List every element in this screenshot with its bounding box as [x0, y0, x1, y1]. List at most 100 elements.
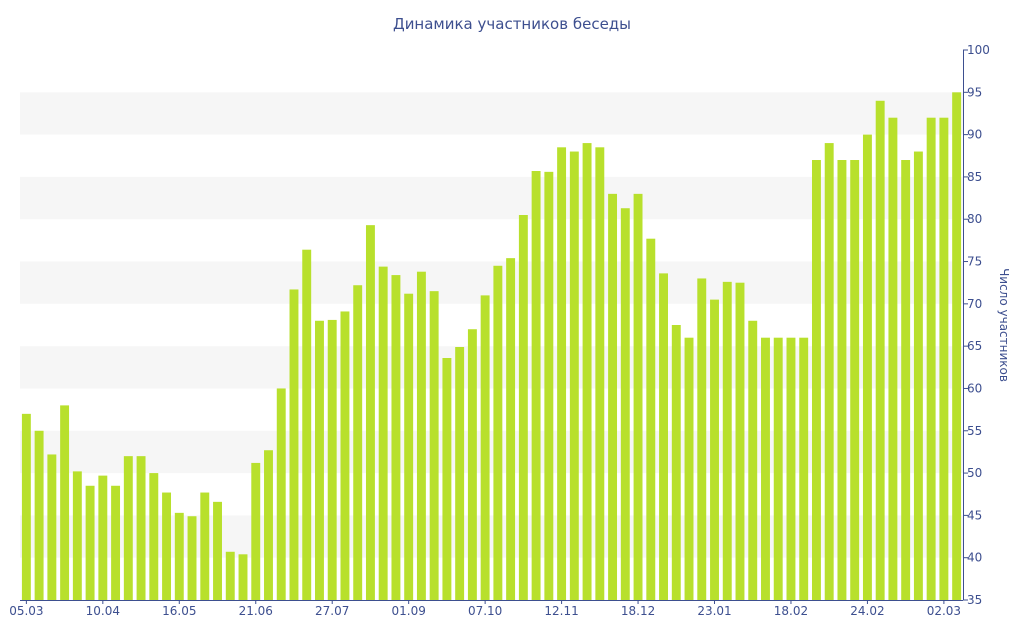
bar: [111, 485, 121, 600]
bar: [276, 388, 286, 600]
bar: [340, 311, 350, 600]
y-tick-label: 65: [967, 339, 982, 353]
x-tick-label: 18.02: [774, 604, 808, 618]
bar: [136, 456, 146, 600]
bar: [569, 151, 579, 601]
x-tick-label: 21.06: [239, 604, 273, 618]
bar: [799, 337, 809, 600]
bar: [544, 171, 554, 600]
x-tick-label: 27.07: [315, 604, 349, 618]
y-tick-label: 50: [967, 466, 982, 480]
bar: [47, 454, 57, 600]
bar: [633, 193, 643, 600]
bar: [901, 160, 911, 600]
bar: [174, 512, 184, 600]
bar: [735, 282, 745, 600]
x-tick-label: 24.02: [850, 604, 884, 618]
bar: [748, 320, 758, 600]
bar: [862, 134, 872, 600]
bar: [888, 117, 898, 600]
bar: [926, 117, 936, 600]
grid-band: [20, 176, 963, 220]
y-tick-label: 75: [967, 255, 982, 269]
bar: [98, 475, 108, 600]
x-tick-label: 16.05: [162, 604, 196, 618]
chart-title: Динамика участников беседы: [393, 15, 631, 33]
bar-series: [21, 92, 962, 601]
bar: [722, 281, 732, 600]
y-tick-label: 40: [967, 551, 982, 565]
bar: [365, 225, 375, 600]
bar: [480, 295, 490, 600]
bar: [455, 347, 465, 600]
bar: [327, 319, 337, 600]
x-tick-label: 12.11: [544, 604, 578, 618]
bar: [162, 492, 172, 600]
grid-band: [20, 515, 963, 558]
bar: [264, 450, 273, 600]
x-tick-label: 23.01: [697, 604, 731, 618]
y-tick-label: 35: [967, 593, 982, 607]
y-tick-label: 60: [967, 381, 982, 395]
bar: [315, 320, 324, 600]
bar: [913, 151, 923, 601]
bar: [187, 516, 197, 600]
y-tick-label: 55: [967, 424, 982, 438]
y-tick-label: 85: [967, 170, 982, 184]
y-tick-label: 45: [967, 508, 982, 522]
bar: [824, 143, 834, 600]
x-tick-label: 07.10: [468, 604, 502, 618]
bar: [123, 456, 133, 600]
bar: [582, 143, 592, 600]
bar: [671, 325, 681, 600]
bar: [786, 337, 796, 600]
bar: [620, 208, 630, 601]
bar: [773, 337, 783, 600]
bar: [238, 554, 248, 600]
x-tick-label: 10.04: [86, 604, 120, 618]
y-tick-label: 100: [967, 43, 990, 57]
bar: [251, 462, 261, 600]
bar: [200, 492, 210, 600]
bar: [391, 275, 401, 600]
grid-band: [20, 92, 963, 135]
bar: [493, 265, 503, 600]
bar: [557, 147, 567, 600]
grid-band: [20, 346, 963, 389]
bar: [302, 249, 312, 600]
y-axis-label: Число участников: [997, 268, 1011, 382]
bar: [875, 100, 885, 601]
bar: [684, 337, 694, 600]
grid-band: [20, 261, 963, 304]
y-tick-label: 95: [967, 85, 982, 99]
bar: [21, 413, 31, 600]
bar: [761, 337, 770, 600]
bar: [353, 285, 363, 600]
bar: [442, 358, 452, 600]
y-axis: 35 40 45 50 55 60 65 70 75 80 85 90 95 100: [963, 43, 990, 607]
bar: [646, 238, 656, 600]
grid-bands: [20, 92, 963, 558]
bar: [506, 258, 516, 600]
bar: [531, 171, 541, 600]
bar: [60, 405, 70, 600]
bar: [289, 289, 299, 600]
bar: [378, 266, 388, 600]
bar: [213, 501, 222, 600]
x-tick-label: 18.12: [621, 604, 655, 618]
bar: [34, 430, 44, 600]
bar: [952, 92, 962, 600]
bar: [811, 160, 821, 600]
bar: [404, 293, 414, 600]
y-tick-label: 80: [967, 212, 982, 226]
bar: [225, 551, 235, 600]
bar: [429, 291, 439, 600]
bar: [850, 160, 860, 600]
bar: [659, 273, 668, 600]
x-tick-label: 05.03: [9, 604, 43, 618]
bar: [939, 117, 949, 600]
bar: [416, 271, 426, 600]
bar: [697, 278, 707, 600]
